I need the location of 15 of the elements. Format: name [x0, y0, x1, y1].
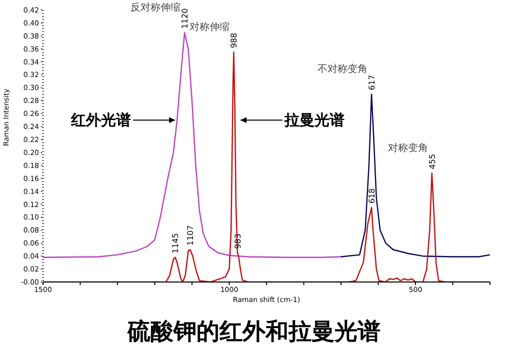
annotation: 对称变角	[388, 142, 428, 154]
annotation: 红外光谱	[70, 111, 132, 130]
annotation: 对称伸缩	[190, 21, 230, 34]
annotation: 983	[233, 234, 242, 249]
annotation: 988	[230, 32, 239, 48]
annotation: 拉曼光谱	[284, 111, 345, 130]
annotation: 617	[368, 74, 377, 90]
annotation: 455	[428, 154, 437, 170]
annotation: 1107	[186, 225, 196, 246]
annotation: 618	[368, 188, 377, 204]
annotation: 1120	[180, 8, 190, 29]
annotation: 1145	[171, 233, 180, 254]
annotation: 反对称伸缩	[130, 2, 181, 14]
annotation: 不对称变角	[318, 63, 368, 76]
text: 硫酸钾的红外和拉曼光谱	[126, 318, 382, 347]
